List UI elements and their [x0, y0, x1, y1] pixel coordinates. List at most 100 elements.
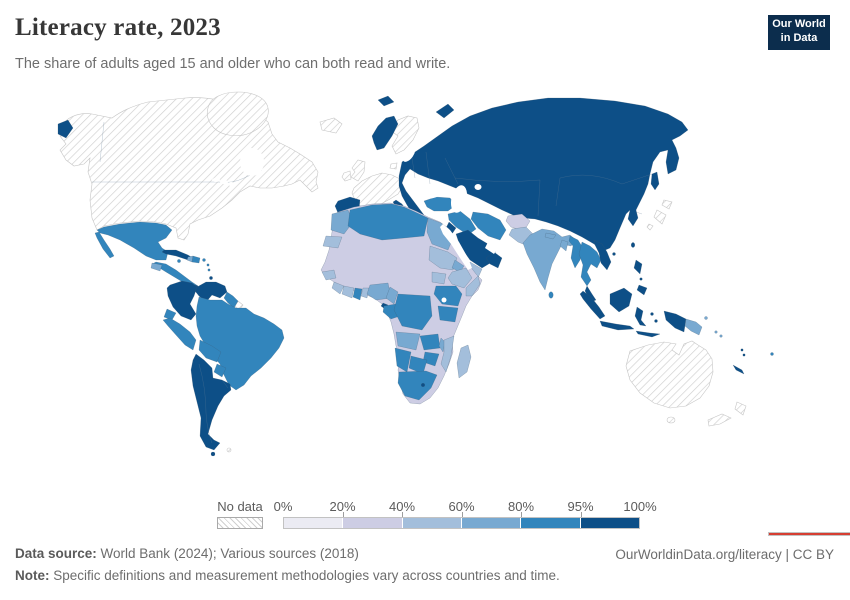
islands-visayas[interactable]: [639, 277, 643, 281]
country-denmark[interactable]: [389, 162, 398, 170]
region-argentina-chile-uruguay[interactable]: [190, 353, 232, 451]
island-new-caledonia[interactable]: [732, 364, 745, 375]
region-eastern-europe-russia-china[interactable]: [398, 97, 689, 252]
region-sierra-leone-liberia[interactable]: [331, 281, 345, 295]
country-mexico[interactable]: [94, 221, 173, 261]
country-cameroon[interactable]: [385, 286, 399, 305]
country-tasmania[interactable]: [666, 416, 676, 424]
country-tanzania[interactable]: [437, 305, 459, 323]
country-dominican-republic[interactable]: [191, 255, 201, 264]
owid-logo[interactable]: Our World in Data: [768, 15, 850, 536]
country-bolivia[interactable]: [198, 339, 222, 363]
country-puerto-rico[interactable]: [202, 258, 206, 262]
country-trinidad[interactable]: [209, 276, 213, 280]
country-ethiopia[interactable]: [447, 267, 473, 289]
country-madagascar[interactable]: [456, 344, 472, 379]
islands-vanuatu-2[interactable]: [742, 353, 746, 357]
country-zimbabwe[interactable]: [422, 351, 440, 367]
country-angola[interactable]: [395, 331, 421, 351]
country-india[interactable]: [522, 228, 577, 291]
country-colombia[interactable]: [166, 280, 198, 321]
country-japan[interactable]: [646, 199, 673, 231]
region-togo-benin[interactable]: [360, 287, 370, 299]
island-sulawesi[interactable]: [634, 306, 647, 327]
region-syria-iraq[interactable]: [447, 210, 477, 236]
islands-moluccas[interactable]: [650, 312, 654, 316]
island-sakhalin[interactable]: [650, 171, 660, 191]
country-bangladesh[interactable]: [559, 239, 569, 252]
country-papua-new-guinea[interactable]: [684, 318, 703, 336]
islands-lesser-antilles[interactable]: [206, 263, 210, 267]
legend-bin-40-60[interactable]: [402, 518, 462, 528]
country-vietnam[interactable]: [593, 239, 612, 271]
island-hainan[interactable]: [612, 252, 616, 256]
islands-fiji[interactable]: [770, 352, 774, 356]
region-uganda-kenya[interactable]: [433, 285, 463, 307]
country-lesotho[interactable]: [420, 382, 426, 388]
region-west-new-guinea[interactable]: [663, 310, 687, 333]
country-oman[interactable]: [485, 251, 503, 269]
legend-bin-95-100[interactable]: [580, 518, 639, 528]
country-south-sudan[interactable]: [431, 271, 447, 285]
islands-moluccas-2[interactable]: [654, 319, 658, 323]
islands-vanuatu[interactable]: [740, 348, 744, 352]
country-new-zealand[interactable]: [707, 401, 747, 427]
country-zambia[interactable]: [419, 333, 441, 351]
country-guatemala[interactable]: [150, 262, 163, 272]
country-myanmar[interactable]: [568, 235, 584, 269]
country-jamaica[interactable]: [177, 259, 181, 263]
legend-bin-0-20[interactable]: [284, 518, 344, 528]
region-chukotka-west[interactable]: [57, 119, 74, 139]
islands-lesser-antilles-2[interactable]: [207, 268, 211, 272]
country-peru[interactable]: [162, 317, 197, 351]
region-algeria-tunisia-libya[interactable]: [347, 203, 429, 241]
country-ghana[interactable]: [352, 287, 363, 301]
country-sudan[interactable]: [428, 245, 458, 271]
country-iran[interactable]: [470, 211, 507, 241]
country-dr-congo[interactable]: [393, 293, 433, 331]
legend-color-bar[interactable]: [283, 517, 640, 529]
island-java[interactable]: [599, 320, 635, 331]
legend-bin-80-95[interactable]: [521, 518, 581, 528]
islands-bismarck[interactable]: [704, 316, 708, 320]
legend-no-data-swatch[interactable]: [217, 517, 263, 529]
island-sumatra[interactable]: [579, 290, 606, 320]
country-nigeria[interactable]: [366, 282, 392, 301]
region-thailand-laos-cambodia[interactable]: [578, 241, 602, 287]
legend-bin-60-80[interactable]: [461, 518, 522, 528]
islands-solomon-2[interactable]: [719, 334, 723, 338]
country-egypt[interactable]: [426, 217, 454, 251]
island-taiwan[interactable]: [630, 242, 636, 248]
country-morocco[interactable]: [330, 209, 354, 235]
country-somalia[interactable]: [465, 275, 481, 297]
country-united-kingdom[interactable]: [350, 159, 366, 182]
islands-novaya-zemlya[interactable]: [435, 103, 455, 119]
country-greenland[interactable]: [206, 91, 269, 137]
islands-lesser-sunda[interactable]: [635, 330, 661, 338]
islands-solomon[interactable]: [714, 330, 718, 334]
country-mozambique[interactable]: [440, 335, 455, 373]
country-sri-lanka[interactable]: [548, 291, 554, 299]
world-map[interactable]: [0, 88, 850, 492]
country-malawi[interactable]: [438, 337, 446, 353]
country-australia[interactable]: [625, 340, 714, 409]
owid-url-link[interactable]: OurWorldinData.org/literacy | CC BY: [615, 547, 834, 562]
country-nepal[interactable]: [544, 232, 557, 240]
region-western-sahara[interactable]: [322, 235, 343, 249]
country-tierra-del-fuego[interactable]: [210, 451, 216, 457]
country-senegal[interactable]: [321, 269, 337, 281]
country-falkland-islands[interactable]: [226, 447, 232, 453]
country-ireland[interactable]: [341, 170, 352, 182]
country-venezuela[interactable]: [194, 281, 228, 303]
island-borneo[interactable]: [609, 287, 633, 313]
country-brazil[interactable]: [195, 296, 285, 391]
legend-bin-20-40[interactable]: [343, 518, 403, 528]
country-south-africa[interactable]: [397, 370, 438, 401]
country-norway[interactable]: [371, 115, 399, 151]
country-iceland[interactable]: [319, 117, 343, 134]
country-philippines[interactable]: [633, 259, 648, 296]
country-paraguay[interactable]: [213, 363, 227, 378]
islands-svalbard[interactable]: [377, 95, 395, 107]
country-canada-usa-alaska[interactable]: [59, 97, 319, 241]
country-ivory-coast[interactable]: [341, 285, 355, 299]
